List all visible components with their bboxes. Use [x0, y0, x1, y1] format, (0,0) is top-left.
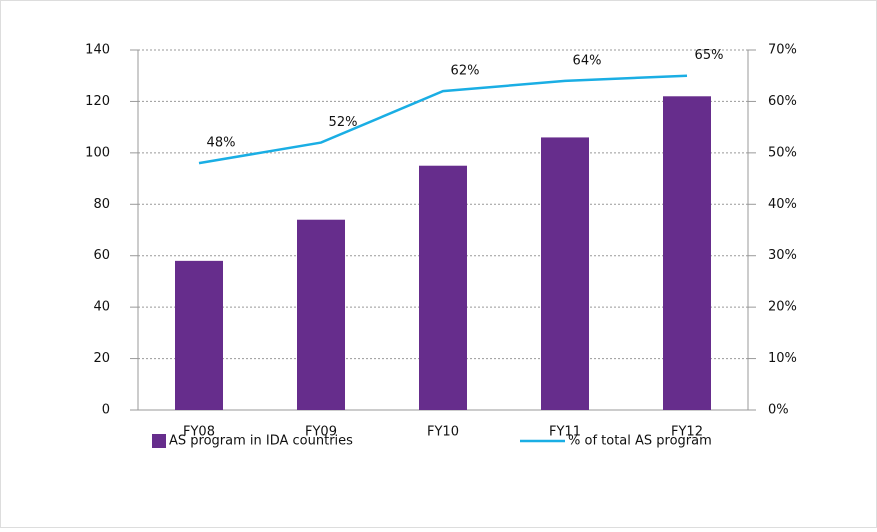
x-tick-label: FY08 [183, 425, 215, 440]
line [198, 74, 688, 165]
y2-tick-label: 10% [768, 351, 797, 366]
y2-tick-label: 20% [768, 300, 797, 315]
legend-label: AS program in IDA countries [169, 434, 353, 449]
data-label: 48% [207, 136, 236, 151]
bar [175, 260, 223, 410]
data-label: 64% [573, 53, 602, 68]
y-tick-label: 80 [93, 197, 110, 212]
y2-tick-label: 0% [768, 403, 789, 418]
bar [419, 165, 467, 410]
y-tick-label: 140 [85, 43, 110, 58]
y-tick-label: 0 [102, 403, 110, 418]
y2-tick-label: 60% [768, 94, 797, 109]
bar [297, 219, 345, 410]
y-tick-label: 60 [93, 248, 110, 263]
y-tick-label: 40 [93, 300, 110, 315]
data-label: 62% [451, 64, 480, 79]
y2-tick-label: 40% [768, 197, 797, 212]
legend-label: % of total AS program [568, 434, 712, 449]
y-tick-label: 20 [93, 351, 110, 366]
bar [541, 137, 589, 410]
x-tick-label: FY09 [305, 425, 337, 440]
data-label: 65% [695, 48, 724, 63]
legend-swatch [152, 434, 166, 448]
x-tick-label: FY12 [671, 425, 703, 440]
bar [663, 96, 711, 411]
y-tick-label: 120 [85, 94, 110, 109]
y2-tick-label: 30% [768, 248, 797, 263]
x-tick-label: FY11 [549, 425, 581, 440]
y-tick-label: 100 [85, 145, 110, 160]
y2-tick-label: 50% [768, 145, 797, 160]
y2-tick-label: 70% [768, 43, 797, 58]
x-tick-label: FY10 [427, 425, 459, 440]
data-label: 52% [329, 115, 358, 130]
